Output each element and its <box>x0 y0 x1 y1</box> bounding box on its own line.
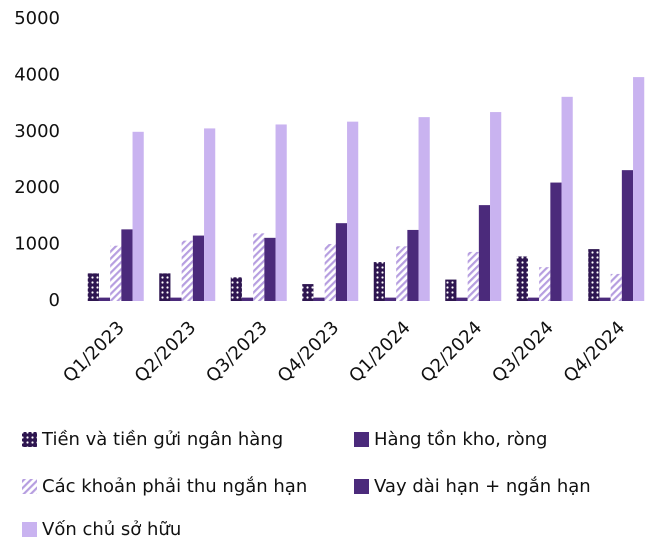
bar <box>633 77 645 301</box>
legend-label: Vay dài hạn + ngắn hạn <box>374 476 591 497</box>
bar <box>527 297 540 301</box>
bar <box>204 128 216 301</box>
bar <box>621 170 634 301</box>
bar <box>264 237 276 301</box>
bar <box>599 297 611 301</box>
legend-swatch <box>354 479 369 494</box>
bar <box>121 229 133 301</box>
bar <box>561 96 573 301</box>
legend-label: Tiền và tiền gửi ngân hàng <box>41 429 283 450</box>
bar <box>467 251 479 301</box>
legend-label: Vốn chủ sở hữu <box>42 519 181 539</box>
x-tick-label: Q3/2024 <box>488 317 558 387</box>
y-tick-label: 1000 <box>14 234 60 255</box>
legend-swatch <box>354 432 369 447</box>
bar <box>384 297 397 301</box>
bar <box>181 240 193 301</box>
x-tick-label: Q1/2024 <box>345 317 415 387</box>
bar <box>588 249 600 301</box>
bar <box>253 233 265 301</box>
x-tick-label: Q4/2023 <box>274 317 344 387</box>
bar <box>407 229 419 301</box>
bar <box>373 262 385 301</box>
bar <box>539 267 551 301</box>
bar <box>230 277 242 301</box>
y-tick-label: 0 <box>49 290 60 311</box>
bar <box>610 273 622 301</box>
bar <box>347 121 359 301</box>
y-tick-label: 2000 <box>14 177 60 198</box>
bar <box>335 223 348 301</box>
bar <box>490 112 502 301</box>
bar <box>302 284 314 301</box>
x-tick-label: Q3/2023 <box>202 317 272 387</box>
legend-label: Các khoản phải thu ngắn hạn <box>42 476 307 497</box>
legend-swatch <box>22 522 37 537</box>
bar <box>275 124 287 301</box>
bar <box>396 246 408 301</box>
legend-label: Hàng tồn kho, ròng <box>374 429 547 450</box>
bar <box>445 279 457 301</box>
bar <box>241 297 254 301</box>
bar <box>550 182 562 301</box>
bar <box>313 297 325 301</box>
bar <box>478 205 491 301</box>
bar <box>324 244 336 301</box>
bar <box>159 273 171 301</box>
bar <box>132 131 144 301</box>
legend-swatch <box>22 432 37 447</box>
bar <box>170 297 182 301</box>
legend-swatch <box>22 479 37 494</box>
x-tick-label: Q1/2023 <box>59 317 129 387</box>
bar <box>110 245 122 301</box>
bar <box>192 235 205 301</box>
bar <box>456 297 468 301</box>
x-tick-label: Q2/2024 <box>417 317 487 387</box>
y-tick-label: 4000 <box>14 64 60 85</box>
x-tick-label: Q4/2024 <box>560 317 630 387</box>
bar <box>87 273 99 301</box>
bar <box>98 297 111 301</box>
x-tick-label: Q2/2023 <box>131 317 201 387</box>
y-tick-label: 5000 <box>14 8 60 29</box>
y-tick-label: 3000 <box>14 121 60 142</box>
bar <box>516 256 528 301</box>
bar <box>418 117 430 301</box>
